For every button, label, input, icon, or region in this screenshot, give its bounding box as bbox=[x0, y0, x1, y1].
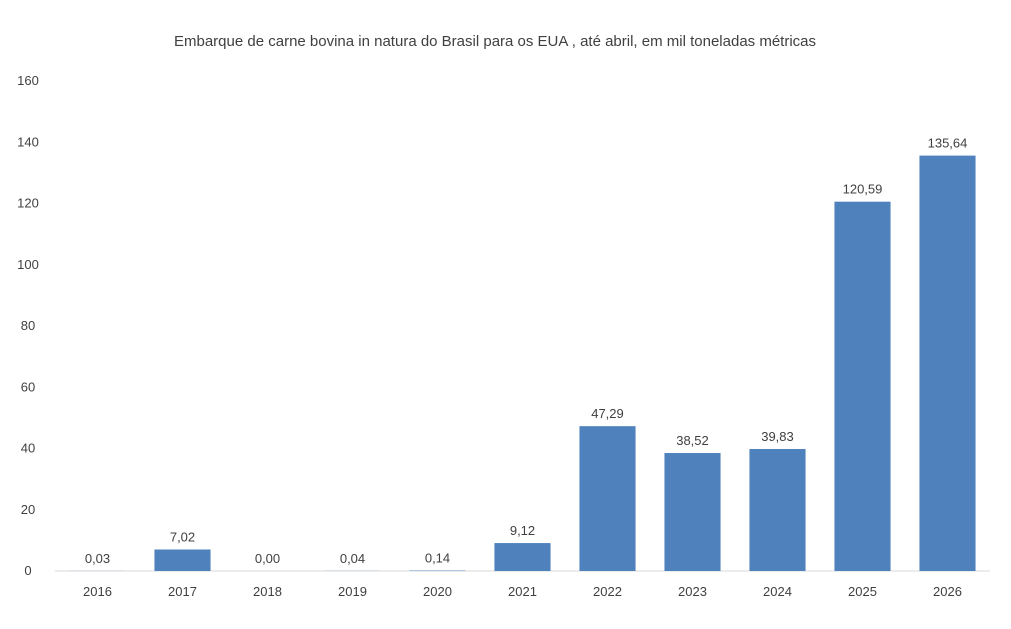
data-label-2016: 0,03 bbox=[85, 551, 110, 566]
y-tick-label: 80 bbox=[21, 318, 35, 333]
bar-2023 bbox=[664, 453, 721, 571]
bar-2022 bbox=[579, 426, 636, 571]
y-axis: 0 20 40 60 80 100 120 140 160 bbox=[17, 73, 39, 578]
x-tick-label-2025: 2025 bbox=[848, 584, 877, 599]
y-tick-label: 20 bbox=[21, 502, 35, 517]
x-tick-label-2022: 2022 bbox=[593, 584, 622, 599]
data-label-2022: 47,29 bbox=[591, 406, 624, 421]
y-tick-label: 60 bbox=[21, 379, 35, 394]
x-axis: 2016 2017 2018 2019 2020 2021 2022 2023 2024 2025… bbox=[83, 584, 962, 599]
bar-series bbox=[69, 155, 976, 572]
data-label-2023: 38,52 bbox=[676, 433, 709, 448]
chart-title: Embarque de carne bovina in natura do Br… bbox=[174, 33, 816, 50]
data-label-2024: 39,83 bbox=[761, 429, 794, 444]
bar-2021 bbox=[494, 543, 551, 571]
data-label-2025: 120,59 bbox=[843, 182, 883, 197]
data-label-2017: 7,02 bbox=[170, 530, 195, 545]
bar-2024 bbox=[749, 449, 806, 571]
x-tick-label-2021: 2021 bbox=[508, 584, 537, 599]
bar-2025 bbox=[834, 201, 891, 572]
x-tick-label-2017: 2017 bbox=[168, 584, 197, 599]
x-tick-label-2023: 2023 bbox=[678, 584, 707, 599]
y-tick-label: 140 bbox=[17, 134, 39, 149]
x-tick-label-2024: 2024 bbox=[763, 584, 792, 599]
data-label-2026: 135,64 bbox=[928, 136, 968, 151]
data-label-2018: 0,00 bbox=[255, 551, 280, 566]
x-tick-label-2019: 2019 bbox=[338, 584, 367, 599]
x-tick-label-2016: 2016 bbox=[83, 584, 112, 599]
data-label-2019: 0,04 bbox=[340, 551, 365, 566]
y-tick-label: 120 bbox=[17, 196, 39, 211]
x-tick-label-2018: 2018 bbox=[253, 584, 282, 599]
x-tick-label-2026: 2026 bbox=[933, 584, 962, 599]
y-tick-label: 40 bbox=[21, 441, 35, 456]
y-tick-label: 0 bbox=[24, 563, 31, 578]
y-tick-label: 100 bbox=[17, 257, 39, 272]
x-tick-label-2020: 2020 bbox=[423, 584, 452, 599]
bar-2026 bbox=[919, 155, 976, 572]
data-label-2020: 0,14 bbox=[425, 551, 450, 566]
y-tick-label: 160 bbox=[17, 73, 39, 88]
bar-2017 bbox=[154, 549, 211, 571]
data-label-2021: 9,12 bbox=[510, 523, 535, 538]
data-labels: 0,03 7,02 0,00 0,04 0,14 9,12 47,29 38,52 39,83 1… bbox=[85, 136, 968, 566]
